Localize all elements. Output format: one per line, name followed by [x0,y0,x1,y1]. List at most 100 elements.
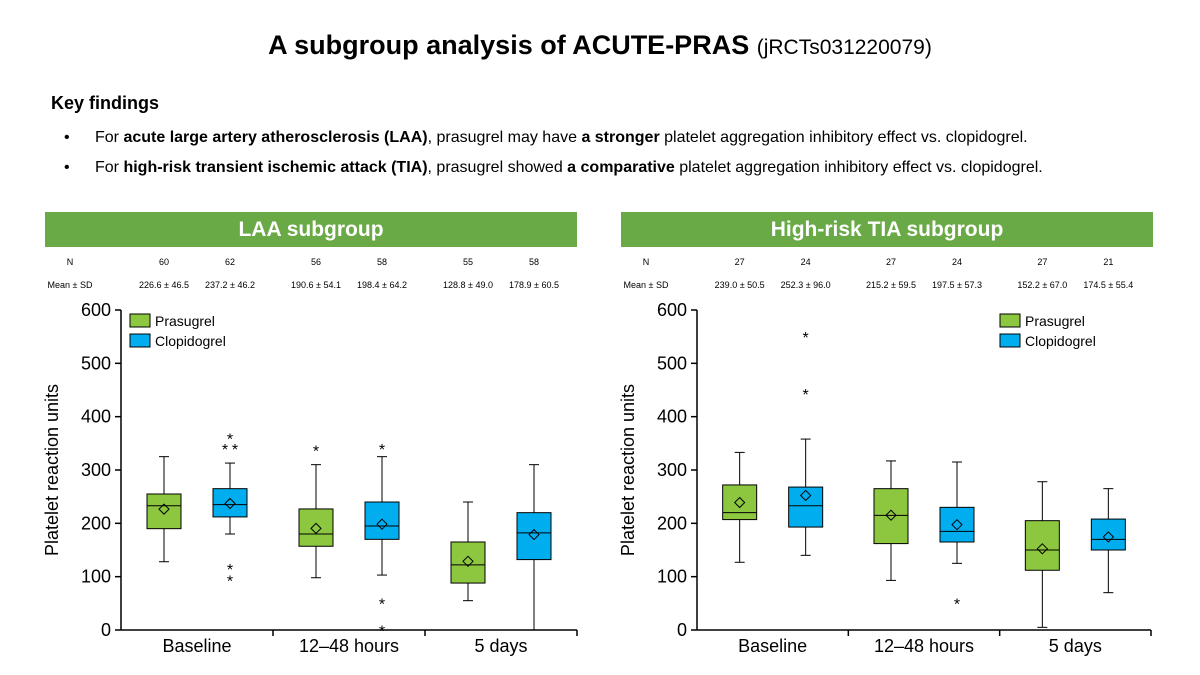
key-finding-text-segment: high-risk transient ischemic attack (TIA… [123,159,428,176]
outlier-marker: * [379,442,385,459]
legend-label: Prasugrel [1025,313,1085,329]
mean-marker [951,518,963,531]
outlier-marker: * [954,597,960,614]
key-finding-text-segment: acute large artery atherosclerosis (LAA) [123,129,428,146]
outlier-marker: * [803,387,809,404]
mean-marker [376,518,388,530]
mean-marker [733,496,746,509]
mean-sd-value: 178.9 ± 60.5 [509,280,559,290]
mean-marker [158,503,170,515]
outlier-marker: * [313,444,319,461]
mean-marker [885,509,897,521]
x-category-label: 5 days [474,636,527,656]
key-finding-text-segment: , prasugrel may have [427,129,582,146]
key-finding-text-segment: a comparative [567,159,675,176]
y-tick-label: 100 [81,567,111,587]
key-finding-text-segment: a stronger [581,129,660,146]
y-tick-label: 200 [657,513,687,533]
key-finding-text-segment: For [95,129,124,146]
mean-sd-value: 174.5 ± 55.4 [1083,280,1133,290]
n-value: 27 [886,257,896,267]
n-value: 24 [801,257,811,267]
box-iqr-clopidogrel [364,501,400,540]
mean-sd-value: 226.6 ± 46.5 [139,280,189,290]
y-tick-label: 300 [657,460,687,480]
box-iqr-prasugrel [873,488,909,545]
y-axis-label: Platelet reaction units [42,384,62,556]
key-finding-item: • For acute large artery atherosclerosis… [64,127,1043,157]
box-iqr-clopidogrel [939,506,975,543]
n-value: 58 [377,257,387,267]
key-finding-text-segment: For [95,159,124,176]
outlier-marker: * [227,562,233,579]
outlier-marker: * [222,442,228,459]
legend-swatch-clopidogrel [129,333,151,348]
outlier-marker: * [379,597,385,614]
tia-subgroup-header: High-risk TIA subgroup [621,212,1153,247]
n-value: 60 [159,257,169,267]
x-category-label: Baseline [162,636,231,656]
y-tick-label: 200 [81,513,111,533]
mean-marker [224,497,236,510]
mean-marker [528,528,540,541]
box-iqr-clopidogrel [212,488,248,518]
key-finding-text-segment: platelet aggregation inhibitory effect v… [674,159,1043,176]
key-finding-text-segment: platelet aggregation inhibitory effect v… [659,129,1028,146]
title-registry-id: (jRCTs031220079) [756,36,932,59]
box-iqr-prasugrel [298,508,334,547]
legend-label: Prasugrel [155,313,215,329]
y-tick-label: 0 [101,620,111,640]
mean-sd-value: 237.2 ± 46.2 [205,280,255,290]
mean-marker [462,555,474,568]
mean-sd-value: 252.3 ± 96.0 [781,280,831,290]
legend-swatch-clopidogrel [999,333,1021,348]
y-tick-label: 0 [677,620,687,640]
mean-row-label: Mean ± SD [624,280,669,290]
n-value: 24 [952,257,962,267]
mean-sd-value: 190.6 ± 54.1 [291,280,341,290]
mean-sd-value: 215.2 ± 59.5 [866,280,916,290]
y-tick-label: 500 [81,353,111,373]
outlier-marker: * [379,623,385,640]
y-tick-label: 100 [657,567,687,587]
legend-label: Clopidogrel [155,333,226,349]
mean-marker [799,489,812,502]
mean-sd-value: 239.0 ± 50.5 [715,280,765,290]
outlier-marker: * [232,442,238,459]
n-row-label: N [643,257,650,267]
mean-marker [1102,531,1115,543]
legend-label: Clopidogrel [1025,333,1096,349]
n-value: 55 [463,257,473,267]
x-category-label: Baseline [738,636,807,656]
n-value: 62 [225,257,235,267]
bullet-glyph: • [64,129,70,146]
key-finding-text-segment: , prasugrel showed [427,159,568,176]
laa-subgroup-header: LAA subgroup [45,212,577,247]
y-tick-label: 600 [657,300,687,320]
key-findings-list: • For acute large artery atherosclerosis… [64,127,1043,187]
mean-sd-value: 197.5 ± 57.3 [932,280,982,290]
y-tick-label: 400 [81,407,111,427]
bullet-glyph: • [64,159,70,176]
key-findings-heading: Key findings [51,93,160,113]
n-row-label: N [67,257,74,267]
y-tick-label: 300 [81,460,111,480]
x-category-label: 12–48 hours [874,636,974,656]
box-iqr-prasugrel [722,484,758,521]
n-value: 21 [1103,257,1113,267]
mean-marker [1036,543,1049,555]
n-value: 27 [1037,257,1047,267]
box-iqr-clopidogrel [516,512,552,561]
y-tick-label: 500 [657,353,687,373]
outlier-marker: * [227,431,233,448]
legend-swatch-prasugrel [129,313,151,328]
legend-swatch-prasugrel [999,313,1021,328]
y-tick-label: 400 [657,407,687,427]
mean-sd-value: 198.4 ± 64.2 [357,280,407,290]
box-iqr-prasugrel [1024,520,1060,571]
page-title: A subgroup analysis of ACUTE-PRAS (jRCTs… [0,28,1200,65]
title-main: A subgroup analysis of ACUTE-PRAS [268,30,750,60]
box-iqr-prasugrel [146,493,182,530]
box-iqr-prasugrel [450,541,486,584]
